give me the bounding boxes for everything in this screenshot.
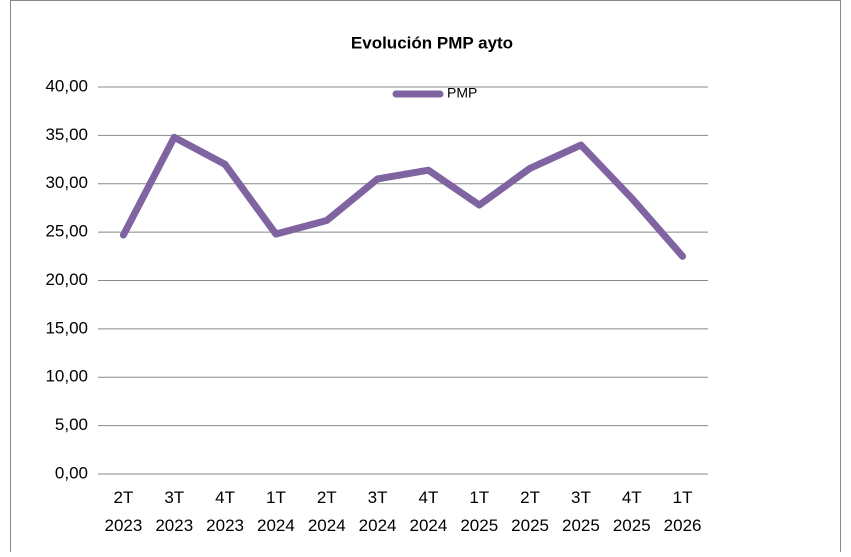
x-tick-label: 4T 2023 [206, 488, 244, 535]
x-tick-label-line: 2025 [460, 516, 498, 535]
x-tick-label-line: 2T [317, 488, 337, 507]
x-tick-label: 3T 2023 [155, 488, 193, 535]
x-tick-label-line: 2023 [206, 516, 244, 535]
x-tick-label: 1T 2025 [460, 488, 498, 535]
x-tick-label-line: 3T [571, 488, 591, 507]
chart-border [10, 0, 841, 557]
x-tick-label-line: 2025 [562, 516, 600, 535]
y-tick-label: 30,00 [45, 173, 88, 192]
x-tick-label-line: 2026 [664, 516, 702, 535]
x-tick-label: 1T 2026 [664, 488, 702, 535]
x-tick-label-line: 2024 [257, 516, 295, 535]
x-tick-label-line: 2023 [155, 516, 193, 535]
x-tick-label-line: 2T [113, 488, 133, 507]
y-tick-label: 25,00 [45, 222, 88, 241]
y-tick-label: 15,00 [45, 318, 88, 337]
data-line [119, 133, 687, 260]
x-tick-label-line: 2025 [613, 516, 651, 535]
x-tick-label-line: 4T [215, 488, 235, 507]
y-tick-label: 10,00 [45, 367, 88, 386]
x-tick-label-line: 4T [622, 488, 642, 507]
y-tick-label: 35,00 [45, 125, 88, 144]
y-tick-label: 5,00 [55, 415, 88, 434]
y-tick-label: 40,00 [45, 76, 88, 95]
y-tick-label: 0,00 [55, 463, 88, 482]
x-tick-label: 1T 2024 [257, 488, 295, 535]
x-tick-label-line: 2023 [105, 516, 143, 535]
x-tick-label: 2T 2025 [511, 488, 549, 535]
legend-text: PMP [447, 85, 477, 101]
x-tick-label-line: 2T [520, 488, 540, 507]
x-tick-label-line: 1T [469, 488, 489, 507]
x-tick-label-line: 4T [418, 488, 438, 507]
x-tick-label: 3T 2024 [359, 488, 397, 535]
x-tick-label-line: 1T [266, 488, 286, 507]
x-tick-label: 4T 2025 [613, 488, 651, 535]
x-tick-label-line: 2024 [308, 516, 346, 535]
x-tick-label: 4T 2024 [410, 488, 448, 535]
x-tick-label-line: 2025 [511, 516, 549, 535]
x-tick-label-line: 2024 [410, 516, 448, 535]
y-tick-label: 20,00 [45, 270, 88, 289]
chart-title: Evolución PMP ayto [351, 33, 513, 52]
x-tick-label-line: 2024 [359, 516, 397, 535]
x-tick-label: 3T 2025 [562, 488, 600, 535]
x-tick-label-line: 1T [673, 488, 693, 507]
x-tick-label-line: 3T [164, 488, 184, 507]
x-tick-label: 2T 2024 [308, 488, 346, 535]
x-tick-label-line: 3T [368, 488, 388, 507]
x-tick-label: 2T 2023 [105, 488, 143, 535]
